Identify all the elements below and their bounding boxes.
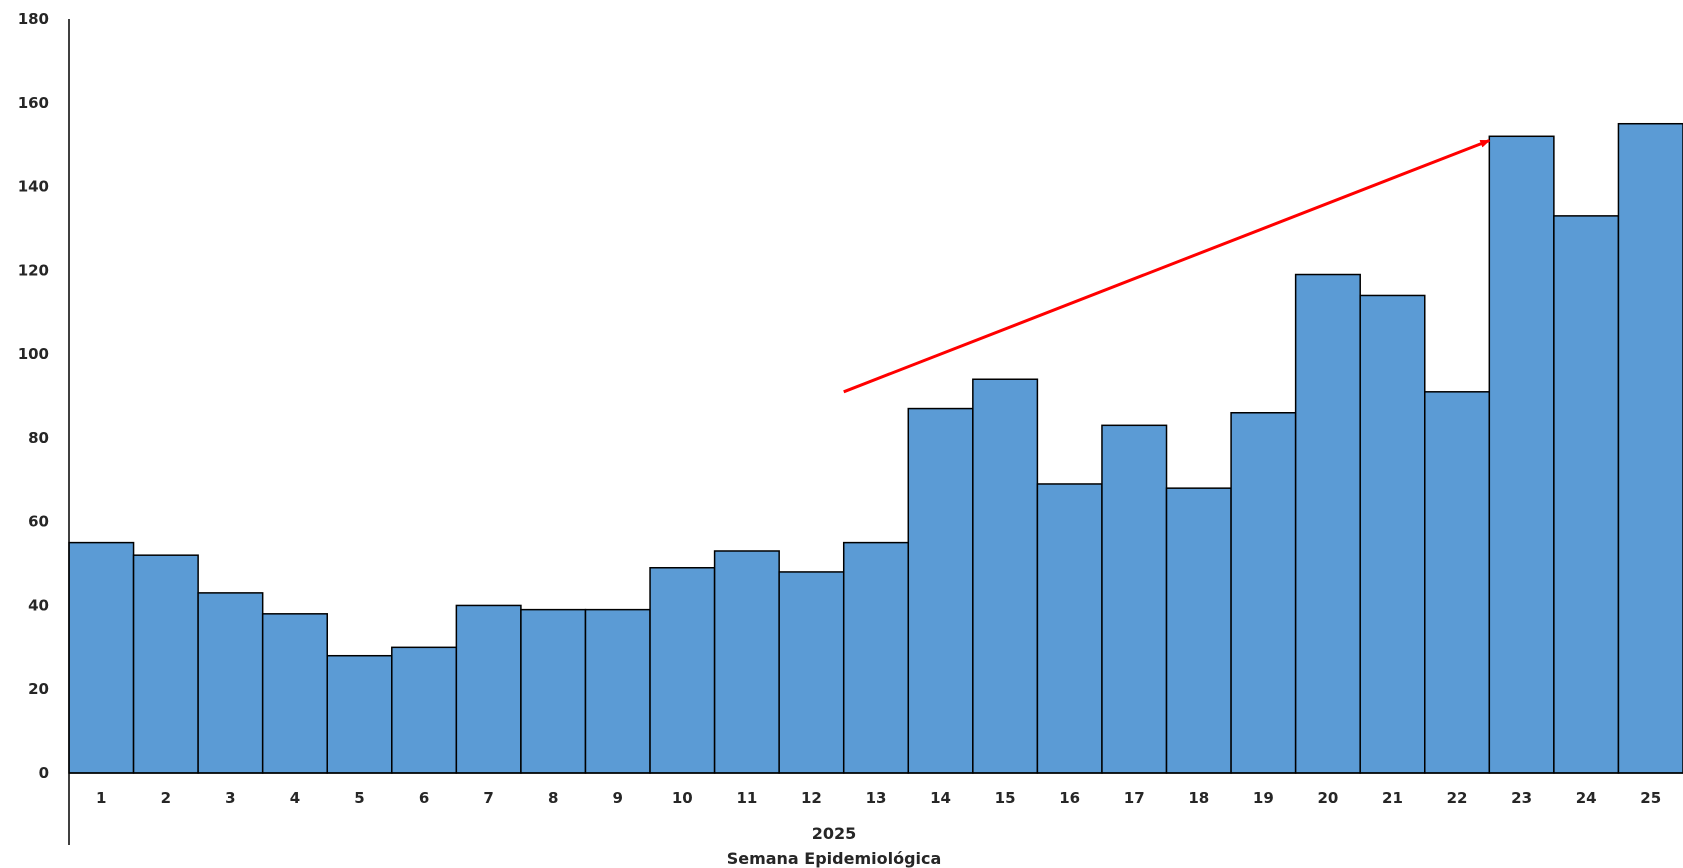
y-axis-ticks: 0 20 40 60 80 100 120 140 160 180 [18, 10, 49, 782]
y-tick-label: 140 [18, 178, 49, 196]
y-tick-label: 180 [18, 10, 49, 28]
x-tick-label: 8 [548, 789, 558, 807]
bar-week-24 [1553, 215, 1620, 774]
trend-arrow [843, 139, 1491, 394]
x-tick-label: 13 [866, 789, 887, 807]
x-tick-label: 7 [483, 789, 493, 807]
bar-week-3 [197, 592, 264, 774]
y-tick-label: 80 [28, 429, 49, 447]
x-tick-label: 16 [1059, 789, 1080, 807]
x-tick-label: 3 [225, 789, 235, 807]
x-tick-label: 4 [290, 789, 300, 807]
x-tick-label: 22 [1447, 789, 1468, 807]
x-tick-label: 21 [1382, 789, 1403, 807]
x-tick-label: 18 [1188, 789, 1209, 807]
bar-week-23 [1488, 135, 1555, 774]
y-tick-label: 120 [18, 261, 49, 279]
x-tick-label: 5 [354, 789, 364, 807]
y-tick-label: 0 [39, 764, 49, 782]
bar-week-10 [649, 566, 716, 774]
bar-week-1 [68, 541, 135, 774]
y-tick-label: 20 [28, 680, 49, 698]
y-tick-label: 100 [18, 345, 49, 363]
bar-week-4 [261, 613, 328, 774]
bar-week-21 [1359, 294, 1426, 774]
bar-week-6 [391, 646, 458, 774]
x-tick-label: 15 [995, 789, 1016, 807]
x-axis-title: Semana Epidemiológica [727, 849, 942, 868]
y-tick-label: 60 [28, 513, 49, 531]
bar-week-5 [326, 654, 393, 774]
bar-week-14 [907, 407, 974, 774]
bar-week-25 [1617, 122, 1683, 774]
bar-week-15 [972, 378, 1039, 774]
bar-week-8 [520, 608, 587, 774]
x-tick-label: 14 [930, 789, 951, 807]
x-tick-label: 23 [1511, 789, 1532, 807]
x-tick-label: 20 [1317, 789, 1338, 807]
x-tick-label: 11 [736, 789, 757, 807]
bar-week-19 [1230, 412, 1297, 774]
bar-week-11 [713, 550, 780, 774]
bar-week-17 [1101, 424, 1168, 774]
x-tick-label: 2 [161, 789, 171, 807]
bar-week-9 [584, 608, 651, 774]
x-tick-label: 10 [672, 789, 693, 807]
bar-week-18 [1165, 487, 1232, 774]
x-axis-ticks: 1 2 3 4 5 6 7 8 9 10 11 12 13 14 15 16 17 18 19 20 21 22 23 24 2… [96, 789, 1661, 807]
bar-week-2 [132, 554, 199, 774]
x-tick-label: 19 [1253, 789, 1274, 807]
x-tick-label: 25 [1640, 789, 1661, 807]
bar-week-16 [1036, 483, 1103, 774]
x-axis-group-label: 2025 [812, 824, 857, 843]
bar-week-7 [455, 604, 522, 774]
bar-week-22 [1424, 391, 1491, 774]
x-tick-label: 12 [801, 789, 822, 807]
x-tick-label: 17 [1124, 789, 1145, 807]
y-tick-label: 160 [18, 94, 49, 112]
x-tick-label: 24 [1576, 789, 1597, 807]
bars-group [68, 122, 1683, 774]
bar-week-13 [842, 541, 910, 774]
y-tick-label: 40 [28, 596, 49, 614]
bar-week-20 [1294, 273, 1361, 774]
bar-week-12 [778, 571, 845, 774]
x-tick-label: 9 [613, 789, 623, 807]
x-tick-label: 6 [419, 789, 429, 807]
x-tick-label: 1 [96, 789, 106, 807]
